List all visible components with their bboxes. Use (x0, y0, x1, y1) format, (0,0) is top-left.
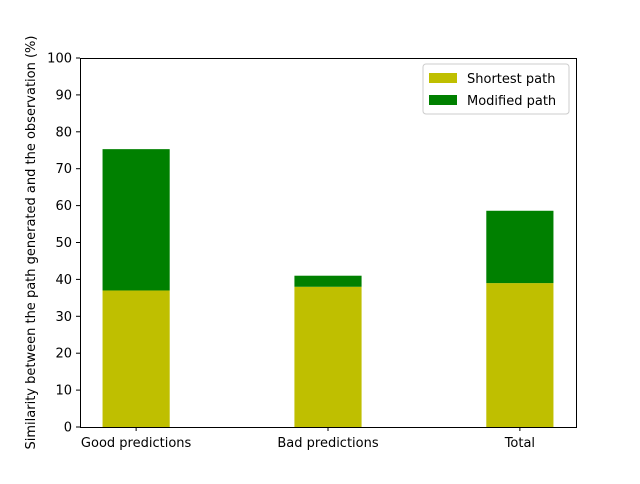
bar-shortest-path-total (486, 283, 554, 427)
bar-shortest-path-good-predictions (102, 290, 170, 427)
y-tick-label: 30 (55, 310, 72, 325)
bars-group (102, 149, 554, 427)
bar-modified-path-good-predictions (102, 149, 170, 291)
legend-swatch-shortest-path (429, 73, 457, 83)
bar-modified-path-bad-predictions (294, 275, 362, 287)
y-tick-label: 0 (64, 421, 72, 436)
bar-shortest-path-bad-predictions (294, 286, 362, 427)
y-tick-label: 40 (55, 273, 72, 288)
y-tick-label: 70 (55, 162, 72, 177)
y-axis-label: Similarity between the path generated an… (24, 36, 39, 450)
y-axis-ticks: 0 10 20 30 40 50 60 70 80 90 100 (47, 52, 80, 436)
x-tick-label-total: Total (504, 436, 535, 451)
bar-modified-path-total (486, 210, 554, 284)
x-tick-label-bad-predictions: Bad predictions (277, 436, 378, 451)
y-tick-label: 80 (55, 125, 72, 140)
y-tick-label: 90 (55, 88, 72, 103)
y-tick-label: 60 (55, 199, 72, 214)
y-tick-label: 10 (55, 384, 72, 399)
legend-box (422, 63, 570, 115)
legend-swatch-modified-path (429, 95, 457, 105)
x-tick-label-good-predictions: Good predictions (81, 436, 192, 451)
x-axis-ticks: Good predictions Bad predictions Total (81, 427, 535, 451)
legend-label-modified-path: Modified path (467, 94, 556, 109)
y-tick-label: 20 (55, 347, 72, 362)
legend-label-shortest-path: Shortest path (467, 72, 555, 87)
y-tick-label: 50 (55, 236, 72, 251)
y-tick-label: 100 (47, 52, 72, 67)
legend: Shortest path Modified path (422, 63, 570, 115)
